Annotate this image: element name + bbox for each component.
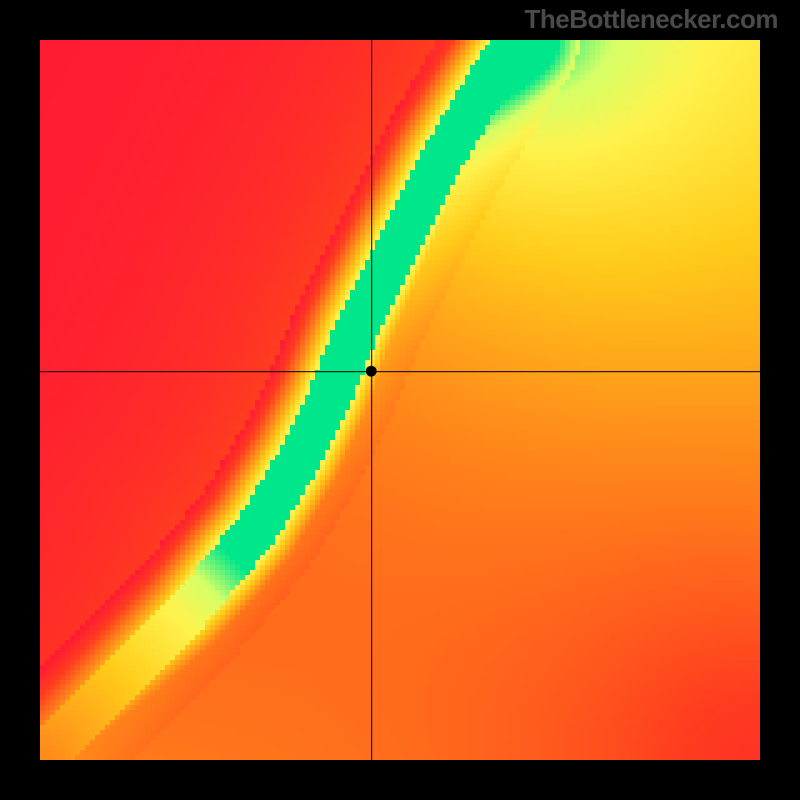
crosshair-overlay	[40, 40, 760, 760]
watermark-label: TheBottlenecker.com	[525, 4, 778, 35]
heatmap-plot	[40, 40, 760, 760]
